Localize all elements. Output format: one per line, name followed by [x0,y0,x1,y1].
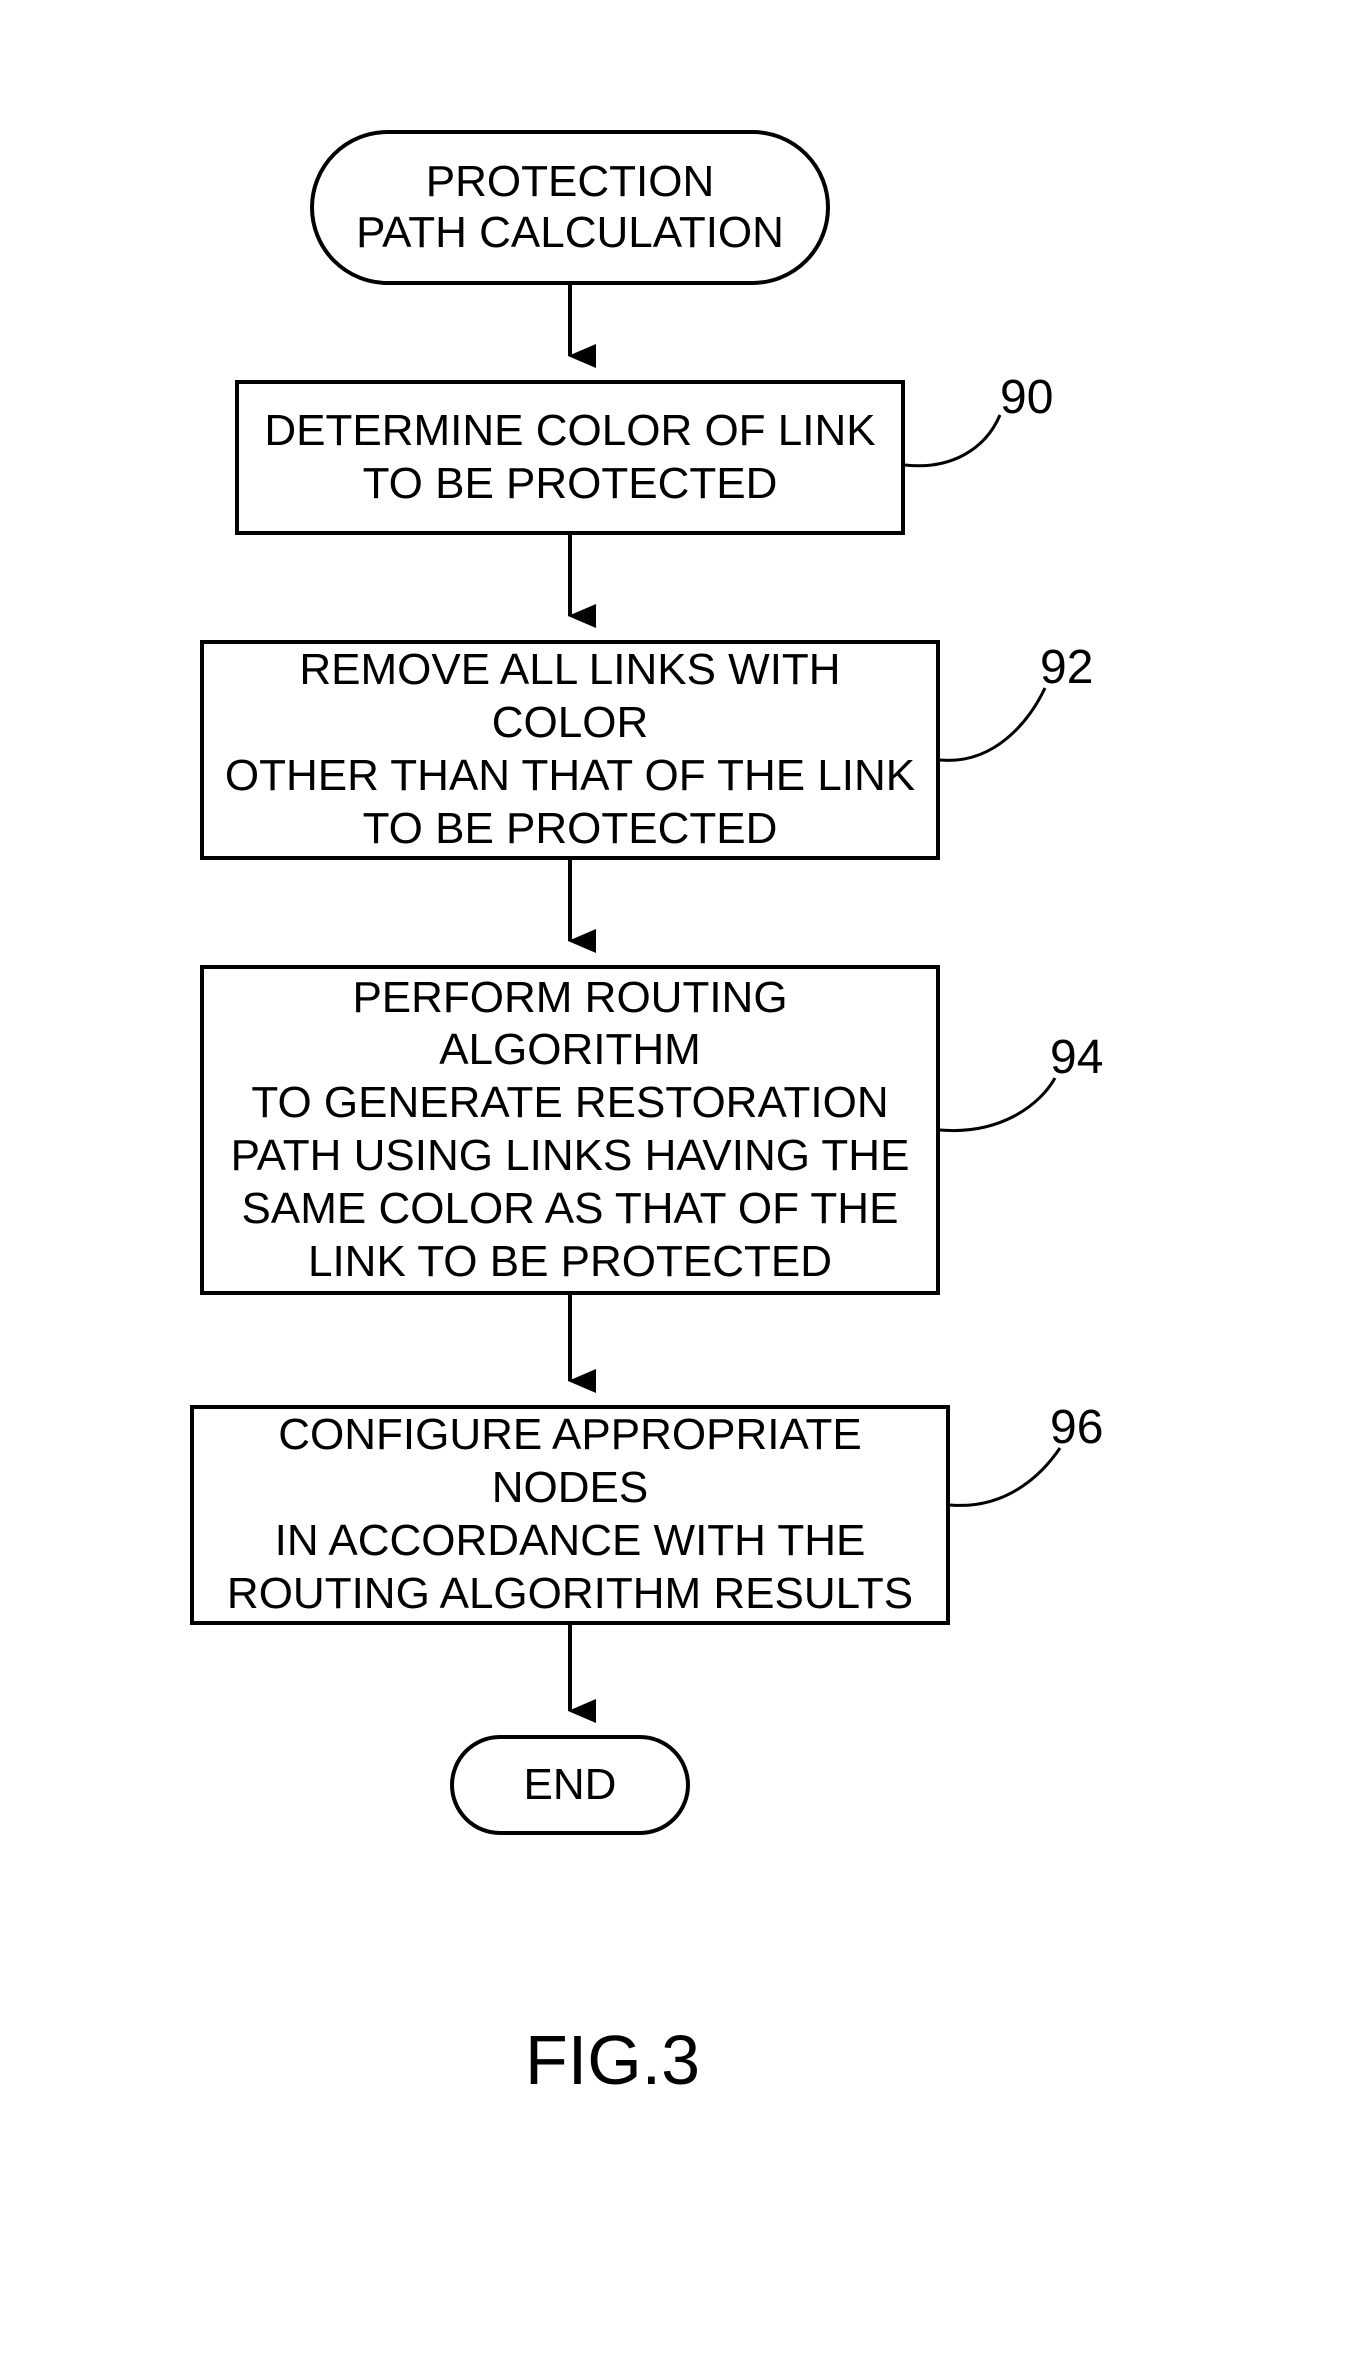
ref-label-96: 96 [1050,1400,1103,1455]
node-end: END [450,1735,690,1835]
node-b90: DETERMINE COLOR OF LINKTO BE PROTECTED [235,380,905,535]
ref-label-94: 94 [1050,1030,1103,1085]
figure-caption: FIG.3 [525,2020,700,2100]
ref-label-90: 90 [1000,370,1053,425]
node-b94: PERFORM ROUTING ALGORITHMTO GENERATE RES… [200,965,940,1295]
ref-connector [905,415,1000,466]
node-b96: CONFIGURE APPROPRIATE NODESIN ACCORDANCE… [190,1405,950,1625]
node-b92: REMOVE ALL LINKS WITH COLOROTHER THAN TH… [200,640,940,860]
flowchart-canvas: PROTECTIONPATH CALCULATION DETERMINE COLO… [0,0,1362,2354]
ref-connector [940,1078,1055,1131]
ref-connector [940,688,1045,760]
node-start: PROTECTIONPATH CALCULATION [310,130,830,285]
ref-connector [950,1448,1060,1505]
ref-label-92: 92 [1040,640,1093,695]
